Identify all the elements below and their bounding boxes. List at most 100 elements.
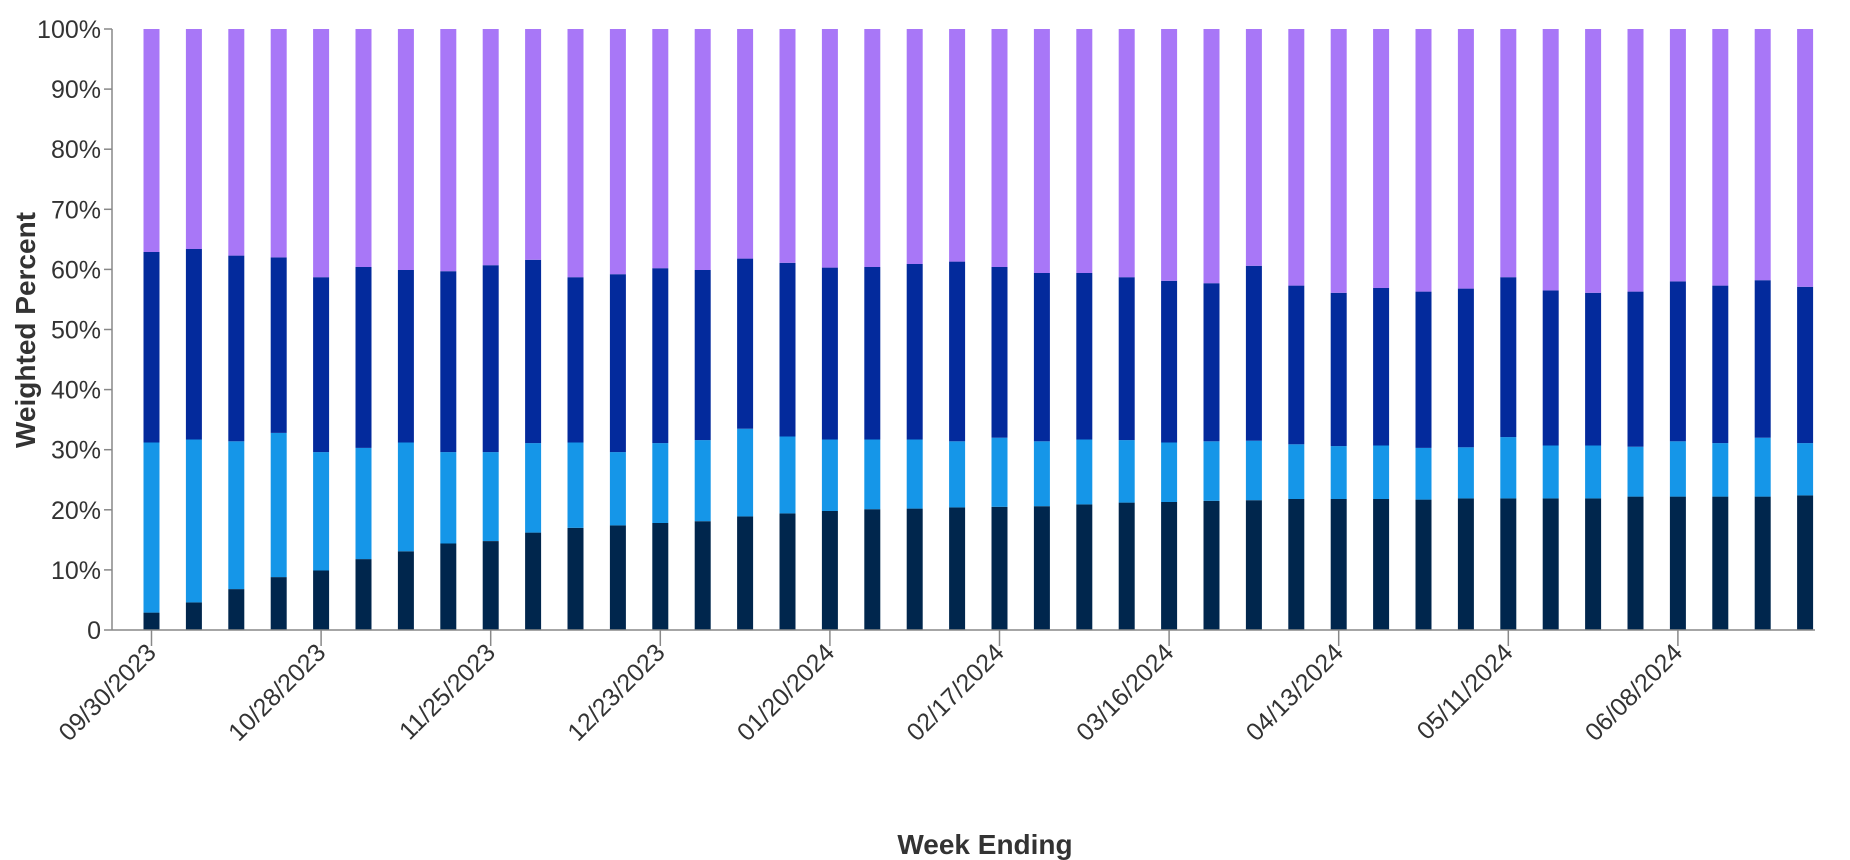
bar-stack <box>1245 29 1262 630</box>
bar-segment-2 <box>1161 442 1178 502</box>
bar-segment-4 <box>1500 29 1517 278</box>
bar-segment-1 <box>609 525 626 630</box>
bar-segment-4 <box>906 29 923 264</box>
bars-layer <box>143 29 1814 630</box>
bar-segment-2 <box>1288 444 1305 499</box>
bar-stack <box>1542 29 1559 630</box>
bar-stack <box>525 29 542 630</box>
bar-segment-3 <box>228 255 245 442</box>
bar-segment-3 <box>1542 290 1559 446</box>
bar-segment-4 <box>1542 29 1559 291</box>
bar-segment-3 <box>1033 273 1050 442</box>
bar-segment-3 <box>1203 283 1220 442</box>
x-tick-label: 01/20/2024 <box>732 638 840 746</box>
bar-segment-2 <box>1754 437 1771 497</box>
bar-stack <box>1415 29 1432 630</box>
bar-segment-4 <box>482 29 499 266</box>
bar-segment-3 <box>313 277 330 453</box>
bar-segment-4 <box>143 29 160 252</box>
bar-segment-2 <box>397 442 414 552</box>
bar-segment-3 <box>440 271 457 453</box>
bar-segment-4 <box>1330 29 1347 293</box>
bar-segment-4 <box>228 29 245 256</box>
bar-segment-3 <box>1585 292 1602 446</box>
bar-segment-4 <box>1797 29 1814 287</box>
y-tick-label: 100% <box>37 16 101 44</box>
bar-segment-2 <box>779 436 796 514</box>
bar-segment-1 <box>864 509 881 630</box>
x-axis: 09/30/2023 10/28/2023 11/25/2023 12/23/2023… <box>53 629 1815 747</box>
bar-stack <box>270 29 287 630</box>
bar-segment-2 <box>1500 437 1517 499</box>
bar-segment-3 <box>779 262 796 437</box>
bar-segment-3 <box>1627 291 1644 447</box>
bar-segment-4 <box>440 29 457 272</box>
x-tick-label: 05/11/2024 <box>1412 638 1519 745</box>
y-axis: 0 10% 20% 30% 40% 50% 60% 70% 80% 90% 100% <box>37 16 113 645</box>
bar-segment-1 <box>737 516 754 630</box>
bar-segment-1 <box>1118 502 1135 630</box>
bar-segment-1 <box>1330 499 1347 630</box>
bar-segment-4 <box>1288 29 1305 286</box>
bar-segment-1 <box>949 507 966 630</box>
bar-segment-2 <box>228 441 245 590</box>
bar-segment-1 <box>525 532 542 630</box>
bar-stack <box>1161 29 1178 630</box>
bar-segment-1 <box>1542 498 1559 630</box>
bar-segment-2 <box>1669 441 1686 497</box>
x-axis-title: Week Ending <box>897 829 1072 860</box>
bar-segment-2 <box>694 440 711 522</box>
bar-segment-3 <box>1415 291 1432 448</box>
bar-segment-3 <box>1373 288 1390 446</box>
bar-stack <box>397 29 414 630</box>
bar-segment-2 <box>906 439 923 509</box>
bar-segment-2 <box>313 452 330 571</box>
bar-segment-4 <box>1373 29 1390 288</box>
bar-segment-3 <box>1457 288 1474 448</box>
bar-segment-2 <box>1542 445 1559 499</box>
bar-segment-2 <box>1627 446 1644 497</box>
bar-segment-4 <box>821 29 838 268</box>
bar-stack <box>313 29 330 630</box>
bar-segment-4 <box>694 29 711 270</box>
y-tick-label: 10% <box>51 557 101 585</box>
bar-segment-4 <box>1415 29 1432 292</box>
y-tick-label: 40% <box>51 377 101 405</box>
bar-segment-2 <box>567 442 584 528</box>
bar-segment-1 <box>1373 499 1390 630</box>
bar-segment-1 <box>1754 496 1771 630</box>
bar-segment-3 <box>1712 285 1729 444</box>
bar-segment-2 <box>949 441 966 508</box>
bar-segment-1 <box>1457 498 1474 630</box>
bar-stack <box>949 29 966 630</box>
bar-segment-4 <box>1585 29 1602 293</box>
bar-segment-3 <box>906 264 923 440</box>
bar-segment-3 <box>355 267 372 448</box>
bar-stack <box>1330 29 1347 630</box>
bar-segment-4 <box>1033 29 1050 273</box>
bar-segment-1 <box>694 521 711 630</box>
bar-segment-4 <box>1669 29 1686 282</box>
bar-stack <box>440 29 457 630</box>
bar-segment-3 <box>1330 292 1347 447</box>
bar-segment-4 <box>779 29 796 263</box>
bar-segment-3 <box>694 270 711 441</box>
bar-segment-2 <box>1203 441 1220 501</box>
bar-segment-3 <box>1669 281 1686 442</box>
bar-segment-2 <box>355 447 372 560</box>
y-tick-label: 20% <box>51 497 101 525</box>
x-tick-label: 10/28/2023 <box>223 638 331 746</box>
bar-segment-1 <box>355 559 372 630</box>
bar-segment-3 <box>1076 273 1093 440</box>
bar-segment-3 <box>143 252 160 443</box>
x-tick-label: 06/08/2024 <box>1580 638 1688 746</box>
bar-segment-3 <box>1754 280 1771 438</box>
y-tick-label: 70% <box>51 196 101 224</box>
bar-segment-1 <box>143 612 160 630</box>
bar-segment-1 <box>185 602 202 630</box>
bar-segment-1 <box>1076 504 1093 630</box>
bar-stack <box>1457 29 1474 630</box>
bar-segment-1 <box>440 543 457 630</box>
bar-segment-1 <box>821 511 838 630</box>
